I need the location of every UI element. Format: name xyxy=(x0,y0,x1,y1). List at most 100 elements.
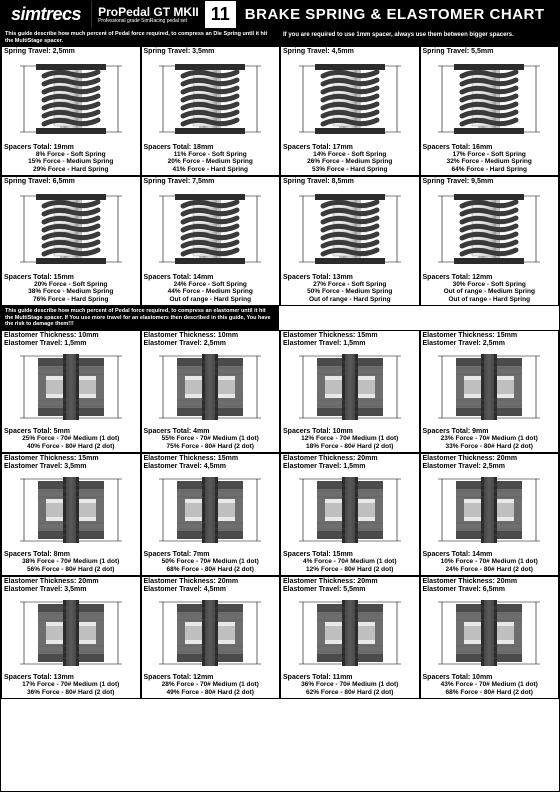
elastomer-cell: Elastomer Thickness: 20mm Elastomer Trav… xyxy=(1,576,141,699)
elastomer-guide-note: This guide describe how much percent of … xyxy=(1,306,279,330)
spacers-total: Spacers Total: 13mm xyxy=(283,274,353,281)
elastomer-row: Elastomer Thickness: 10mm Elastomer Trav… xyxy=(1,330,559,453)
force-line: Out of range - Medium Spring xyxy=(444,288,535,295)
force-line: 24% Force - Soft Spring xyxy=(174,281,247,288)
spring-travel: Spring Travel: 3,5mm xyxy=(144,48,215,55)
elastomer-thickness: Elastomer Thickness: 10mm xyxy=(4,332,99,339)
elastomer-travel: Elastomer Travel: 1,5mm xyxy=(4,340,87,347)
spring-guide-note: This guide describe how much percent of … xyxy=(1,29,277,46)
force-line: 33% Force - 80# Hard (2 dot) xyxy=(446,443,533,450)
force-line: 12% Force - 80# Hard (2 dot) xyxy=(306,566,393,573)
elastomer-travel: Elastomer Travel: 2,5mm xyxy=(423,340,506,347)
spring-travel: Spring Travel: 8,5mm xyxy=(283,178,354,185)
elastomer-thickness: Elastomer Thickness: 20mm xyxy=(423,455,518,462)
force-line: 40% Force - 80# Hard (2 dot) xyxy=(27,443,114,450)
spring-travel: Spring Travel: 5,5mm xyxy=(423,48,494,55)
force-line: 43% Force - 70# Medium (1 dot) xyxy=(441,681,538,688)
force-line: 56% Force - 80# Hard (2 dot) xyxy=(27,566,114,573)
elastomer-cell: Elastomer Thickness: 20mm Elastomer Trav… xyxy=(141,576,281,699)
force-line: 76% Force - Hard Spring xyxy=(33,296,109,303)
elastomer-diagram xyxy=(283,347,417,427)
elastomer-thickness: Elastomer Thickness: 20mm xyxy=(283,578,378,585)
force-line: 25% Force - 70# Medium (1 dot) xyxy=(22,435,119,442)
spacers-total: Spacers Total: 10mm xyxy=(423,674,493,681)
elastomer-travel: Elastomer Travel: 3,5mm xyxy=(4,463,87,470)
elastomer-row: Elastomer Thickness: 20mm Elastomer Trav… xyxy=(1,576,559,699)
elastomer-travel: Elastomer Travel: 2,5mm xyxy=(423,463,506,470)
elastomer-travel: Elastomer Travel: 5,5mm xyxy=(283,586,366,593)
force-line: 55% Force - 70# Medium (1 dot) xyxy=(162,435,259,442)
elastomer-cell: Elastomer Thickness: 10mm Elastomer Trav… xyxy=(1,330,141,453)
elastomer-diagram xyxy=(144,593,278,673)
force-line: 50% Force - Medium Spring xyxy=(307,288,392,295)
force-line: 4% Force - 70# Medium (1 dot) xyxy=(303,558,397,565)
elastomer-travel: Elastomer Travel: 4,5mm xyxy=(144,463,227,470)
spring-cell: Spring Travel: 4,5mm xyxy=(280,46,420,176)
elastomer-travel: Elastomer Travel: 2,5mm xyxy=(144,340,227,347)
spacers-total: Spacers Total: 15mm xyxy=(283,551,353,558)
force-line: 27% Force - Soft Spring xyxy=(313,281,386,288)
spacer-note: If you are required to use 1mm spacer, a… xyxy=(277,29,559,46)
spring-diagram xyxy=(144,56,278,143)
spring-cell: Spring Travel: 5,5mm xyxy=(420,46,560,176)
elastomer-diagram xyxy=(423,347,557,427)
spring-travel: Spring Travel: 4,5mm xyxy=(283,48,354,55)
spring-cell: Spring Travel: 7,5mm xyxy=(141,176,281,306)
force-line: 38% Force - 70# Medium (1 dot) xyxy=(22,558,119,565)
spring-diagram xyxy=(423,186,557,273)
spacers-total: Spacers Total: 9mm xyxy=(423,428,489,435)
spacers-total: Spacers Total: 10mm xyxy=(283,428,353,435)
content-grid: Spring Travel: 2,5mm xyxy=(1,46,559,699)
elastomer-row: Elastomer Thickness: 15mm Elastomer Trav… xyxy=(1,453,559,576)
spring-travel: Spring Travel: 6,5mm xyxy=(4,178,75,185)
spacers-total: Spacers Total: 19mm xyxy=(4,144,74,151)
elastomer-cell: Elastomer Thickness: 10mm Elastomer Trav… xyxy=(141,330,281,453)
product-name: ProPedal GT MKII xyxy=(98,6,199,18)
elastomer-travel: Elastomer Travel: 4,5mm xyxy=(144,586,227,593)
force-line: 20% Force - Soft Spring xyxy=(34,281,107,288)
force-line: 36% Force - 80# Hard (2 dot) xyxy=(27,689,114,696)
elastomer-travel: Elastomer Travel: 1,5mm xyxy=(283,340,366,347)
force-line: 62% Force - 80# Hard (2 dot) xyxy=(306,689,393,696)
elastomer-thickness: Elastomer Thickness: 20mm xyxy=(283,455,378,462)
page-title: BRAKE SPRING & ELASTOMER CHART xyxy=(237,1,559,28)
subheader: This guide describe how much percent of … xyxy=(1,29,559,46)
force-line: 32% Force - Medium Spring xyxy=(447,158,532,165)
spacers-total: Spacers Total: 8mm xyxy=(4,551,70,558)
spacers-total: Spacers Total: 7mm xyxy=(144,551,210,558)
force-line: 41% Force - Hard Spring xyxy=(173,166,249,173)
spacers-total: Spacers Total: 14mm xyxy=(144,274,214,281)
elastomer-cell: Elastomer Thickness: 20mm Elastomer Trav… xyxy=(280,453,420,576)
force-line: 75% Force - 80# Hard (2 dot) xyxy=(167,443,254,450)
elastomer-diagram xyxy=(283,593,417,673)
force-line: Out of range - Hard Spring xyxy=(448,296,530,303)
elastomer-diagram xyxy=(4,593,138,673)
elastomer-diagram xyxy=(4,347,138,427)
spacers-total: Spacers Total: 13mm xyxy=(4,674,74,681)
logo: simtrecs xyxy=(1,1,91,28)
force-line: 14% Force - Soft Spring xyxy=(313,151,386,158)
elastomer-thickness: Elastomer Thickness: 20mm xyxy=(423,578,518,585)
force-line: 20% Force - Medium Spring xyxy=(168,158,253,165)
spring-row: Spring Travel: 2,5mm xyxy=(1,46,559,176)
force-line: 8% Force - Soft Spring xyxy=(36,151,106,158)
elastomer-diagram xyxy=(423,470,557,550)
spring-travel: Spring Travel: 7,5mm xyxy=(144,178,215,185)
force-line: 64% Force - Hard Spring xyxy=(452,166,528,173)
elastomer-cell: Elastomer Thickness: 20mm Elastomer Trav… xyxy=(420,576,560,699)
force-line: 68% Force - 80# Hard (2 dot) xyxy=(167,566,254,573)
elastomer-cell: Elastomer Thickness: 20mm Elastomer Trav… xyxy=(420,453,560,576)
spring-diagram xyxy=(423,56,557,143)
spacers-total: Spacers Total: 17mm xyxy=(283,144,353,151)
spring-diagram xyxy=(144,186,278,273)
force-line: Out of range - Hard Spring xyxy=(309,296,391,303)
elastomer-thickness: Elastomer Thickness: 15mm xyxy=(423,332,518,339)
spring-cell: Spring Travel: 9,5mm xyxy=(420,176,560,306)
elastomer-travel: Elastomer Travel: 1,5mm xyxy=(283,463,366,470)
spacers-total: Spacers Total: 12mm xyxy=(423,274,493,281)
force-line: 28% Force - 70# Medium (1 dot) xyxy=(162,681,259,688)
spacers-total: Spacers Total: 18mm xyxy=(144,144,214,151)
elastomer-thickness: Elastomer Thickness: 15mm xyxy=(4,455,99,462)
spring-travel: Spring Travel: 9,5mm xyxy=(423,178,494,185)
spacers-total: Spacers Total: 4mm xyxy=(144,428,210,435)
